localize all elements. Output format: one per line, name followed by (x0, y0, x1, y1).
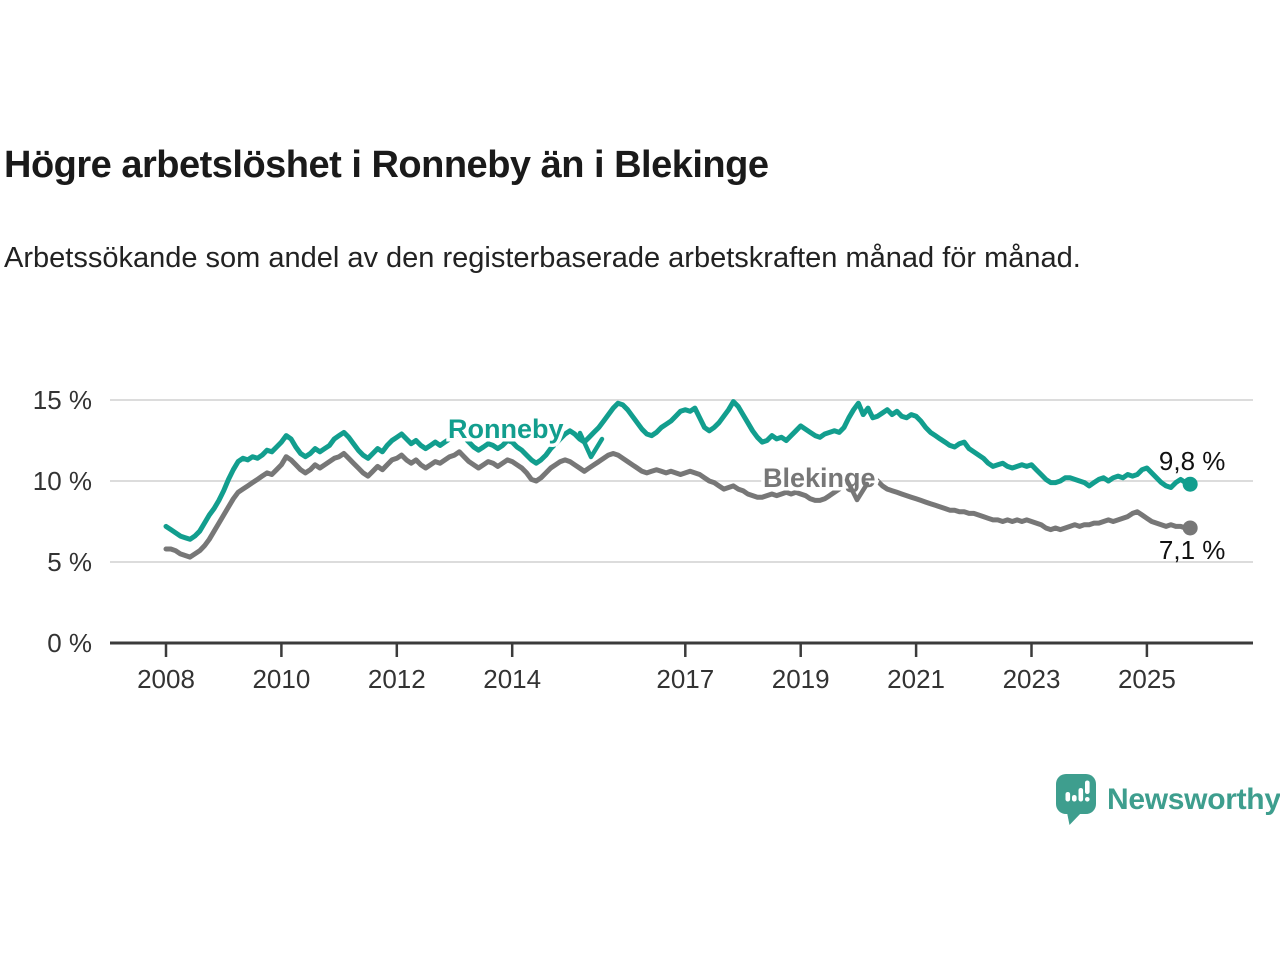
series-label-ronneby: Ronneby (448, 414, 564, 444)
chart-subtitle: Arbetssökande som andel av den registerb… (4, 242, 1081, 274)
x-axis-label-2010: 2010 (252, 664, 310, 694)
x-axis-label-2023: 2023 (1003, 664, 1061, 694)
end-dot-blekinge (1182, 520, 1198, 536)
series-label-blekinge: Blekinge (763, 463, 876, 493)
end-value-label-blekinge: 7,1 % (1159, 535, 1226, 565)
y-axis-label-5: 5 % (47, 547, 92, 577)
x-axis-label-2025: 2025 (1118, 664, 1176, 694)
x-axis-label-2008: 2008 (137, 664, 195, 694)
y-axis-label-15: 15 % (33, 385, 92, 415)
x-axis-label-2014: 2014 (483, 664, 541, 694)
x-axis-label-2012: 2012 (368, 664, 426, 694)
series-label-pointer-ronneby (577, 430, 605, 460)
series-line-blekinge (163, 449, 1193, 560)
y-axis-label-10: 10 % (33, 466, 92, 496)
brand-name: Newsworthy (1107, 782, 1280, 816)
series-line-ronneby (163, 399, 1193, 542)
x-axis-label-2019: 2019 (772, 664, 830, 694)
brand-footer: Newsworthy (1055, 773, 1280, 826)
series-label-pointer-blekinge (844, 477, 870, 503)
end-dot-ronneby (1182, 476, 1198, 492)
end-value-label-ronneby: 9,8 % (1159, 446, 1226, 476)
x-axis-label-2017: 2017 (656, 664, 714, 694)
x-axis-label-2021: 2021 (887, 664, 945, 694)
y-axis-label-0: 0 % (47, 628, 92, 658)
chart-title: Högre arbetslöshet i Ronneby än i Blekin… (4, 144, 769, 186)
newsworthy-logo-icon (1056, 774, 1096, 825)
